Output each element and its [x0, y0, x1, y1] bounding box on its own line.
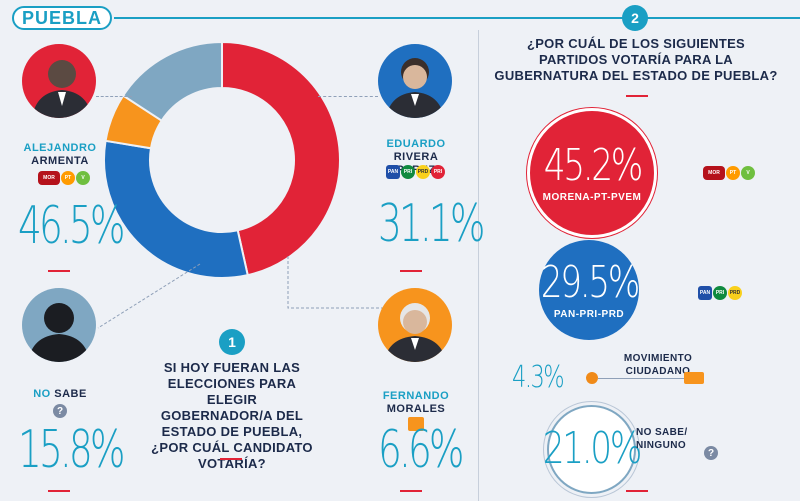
- pan-party-logo: PAN PRI PRD: [698, 286, 742, 300]
- state-tag: PUEBLA: [12, 6, 112, 30]
- connector-morales: [287, 256, 388, 309]
- morales-first-name: FERNANDO: [382, 390, 450, 402]
- morales-name: FERNANDO MORALES: [376, 390, 456, 416]
- pan-pri-prd-logo: PAN PRI PRD PRI: [386, 165, 445, 179]
- nosabe-label-2: NINGUNO: [636, 440, 687, 451]
- nosabe-party-pct: 21.0%: [542, 423, 642, 474]
- morena-party-logo: MOR PT V: [703, 166, 755, 180]
- donut-slice-eduardo-rivera-perez: [103, 139, 249, 279]
- section2-underline: [626, 95, 648, 97]
- rivera-pct: 31.1%: [378, 194, 485, 254]
- morena-bubble: 45.2% MORENA-PT-PVEM: [527, 108, 657, 238]
- mc-pct: 4.3%: [512, 360, 565, 395]
- morales-avatar: [378, 288, 452, 362]
- section1-number: 1: [219, 329, 245, 355]
- mc-connector: [598, 378, 684, 379]
- section1-question: SI HOY FUERAN LAS ELECCIONES PARA ELEGIR…: [151, 360, 313, 471]
- morena-pt-pvem-logo: MOR PT V: [38, 171, 90, 185]
- state-label: PUEBLA: [21, 7, 102, 28]
- mc-dot: [586, 372, 598, 384]
- morales-pct: 6.6%: [378, 420, 464, 480]
- mc-logo: [408, 417, 424, 431]
- donut-slice-alejandro-armenta: [221, 40, 341, 277]
- person-icon: [32, 60, 92, 118]
- armenta-first-name: ALEJANDRO: [23, 142, 97, 154]
- armenta-pct: 46.5%: [18, 196, 125, 256]
- armenta-underline: [48, 270, 70, 272]
- nosabe-avatar: [22, 288, 96, 362]
- pan-pct: 29.5%: [540, 256, 640, 308]
- connector-nosabe: [97, 263, 201, 329]
- armenta-avatar: [22, 44, 96, 118]
- armenta-name: ALEJANDRO ARMENTA: [20, 142, 100, 168]
- question-icon: ?: [704, 446, 718, 460]
- mc-label-1: MOVIMIENTO: [623, 353, 693, 364]
- person-icon: [384, 303, 446, 362]
- pan-bubble: 29.5% PAN-PRI-PRD: [539, 240, 640, 340]
- nosabe-underline: [48, 490, 70, 492]
- mc-label-2: CIUDADANO: [625, 366, 691, 377]
- rivera-avatar: [378, 44, 452, 118]
- morales-last-name: MORALES: [386, 403, 446, 415]
- morales-underline: [400, 490, 422, 492]
- mc-label: MOVIMIENTO CIUDADANO: [610, 352, 706, 378]
- question-icon: ?: [53, 404, 67, 418]
- unknown-person-icon: [28, 303, 90, 362]
- section-divider: [478, 30, 479, 501]
- armenta-last-name: ARMENTA: [31, 155, 89, 167]
- person-icon: [386, 58, 444, 118]
- connector-armenta: [96, 96, 132, 97]
- rivera-first-name: EDUARDO: [386, 138, 446, 150]
- nosabe-first: NO: [33, 388, 51, 400]
- morena-pct: 45.2%: [543, 139, 643, 191]
- nosabe-last: SABE: [54, 388, 87, 400]
- nosabe-pct: 15.8%: [18, 420, 125, 480]
- candidate-donut-chart: [103, 40, 341, 279]
- rivera-underline: [400, 270, 422, 272]
- nosabe-label-1: NO SABE/: [636, 427, 688, 438]
- mc-party-logo: [684, 372, 704, 384]
- header-line: [114, 17, 800, 19]
- connector-rivera: [318, 96, 378, 97]
- section2-number: 2: [622, 5, 648, 31]
- morena-label: MORENA-PT-PVEM: [542, 191, 642, 203]
- section2-question: ¿POR CUÁL DE LOS SIGUIENTES PARTIDOS VOT…: [494, 36, 778, 83]
- donut-slice-no-sabe: [121, 40, 223, 123]
- nosabe-party-label: NO SABE/ NINGUNO: [636, 426, 708, 452]
- nosabe-bubble: 21.0%: [542, 404, 642, 494]
- section1-underline: [220, 458, 242, 460]
- pan-label: PAN-PRI-PRD: [553, 308, 625, 320]
- section2-bottom-underline: [626, 490, 648, 492]
- nosabe-name: NO SABE: [30, 388, 90, 401]
